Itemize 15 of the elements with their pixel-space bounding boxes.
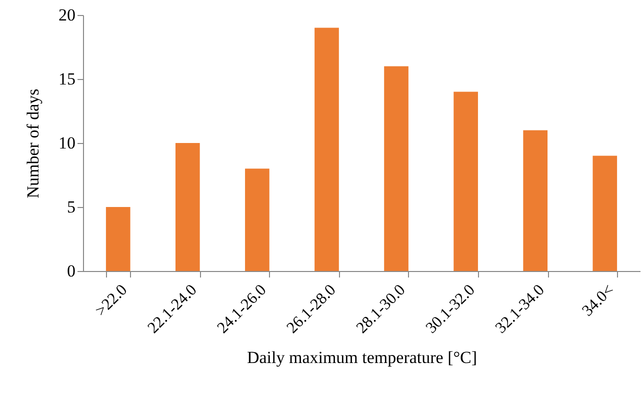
bar <box>592 156 618 271</box>
bar <box>523 130 548 271</box>
bar <box>454 92 478 271</box>
y-axis-title: Number of days <box>24 88 42 198</box>
y-tick-label: 0 <box>67 262 76 280</box>
y-tick-label: 20 <box>58 6 76 24</box>
y-tick-label: 10 <box>58 134 76 152</box>
bar <box>175 143 200 271</box>
bar <box>384 66 408 271</box>
bar <box>314 28 339 271</box>
bar <box>245 168 270 271</box>
y-tick-label: 5 <box>67 198 76 216</box>
x-axis-title: Daily maximum temperature [°C] <box>246 348 478 368</box>
bar <box>106 207 130 271</box>
y-tick-label: 15 <box>58 70 76 88</box>
